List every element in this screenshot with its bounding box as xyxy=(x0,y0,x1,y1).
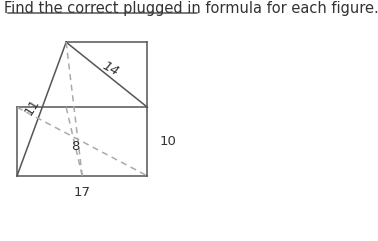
Text: 14: 14 xyxy=(100,59,121,78)
Text: Find the correct plugged in formula for each figure.: Find the correct plugged in formula for … xyxy=(4,1,378,16)
Text: 11: 11 xyxy=(22,96,42,117)
Text: 8: 8 xyxy=(71,140,80,153)
Text: 10: 10 xyxy=(160,135,177,148)
Text: 17: 17 xyxy=(74,186,91,199)
